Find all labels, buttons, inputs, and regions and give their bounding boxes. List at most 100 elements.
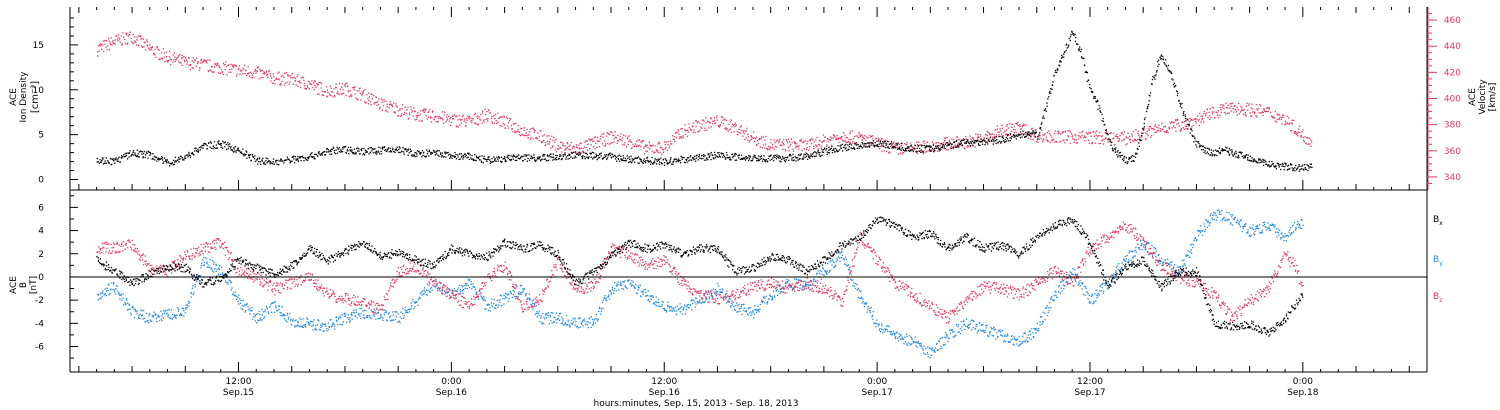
density-point	[1024, 136, 1026, 139]
velocity-point	[343, 92, 345, 95]
density-point	[854, 143, 856, 145]
density-point	[464, 156, 466, 158]
density-point	[254, 155, 256, 157]
velocity-point	[490, 117, 492, 120]
by-point	[151, 320, 153, 322]
velocity-point	[1171, 127, 1173, 129]
by-point	[578, 318, 580, 320]
density-point	[597, 157, 599, 159]
velocity-point	[178, 55, 180, 57]
velocity-point	[620, 139, 622, 141]
density-point	[968, 142, 971, 145]
density-point	[989, 137, 991, 139]
density-point	[374, 148, 376, 150]
velocity-point	[1131, 133, 1133, 135]
density-point	[794, 156, 796, 158]
velocity-point	[756, 144, 758, 146]
density-point	[401, 150, 403, 152]
velocity-point	[121, 43, 123, 45]
density-point	[225, 143, 227, 146]
by-point	[467, 278, 470, 280]
density-point	[98, 162, 101, 165]
density-point	[345, 145, 347, 148]
density-point	[901, 142, 903, 145]
density-point	[992, 143, 994, 145]
density-point	[288, 158, 290, 160]
density-point	[352, 153, 354, 155]
velocity-point	[1084, 136, 1086, 138]
density-point	[421, 150, 424, 152]
by-point	[143, 317, 146, 319]
density-point	[631, 162, 633, 164]
density-point	[586, 153, 588, 156]
velocity-point	[493, 122, 495, 124]
by-point	[410, 308, 412, 310]
velocity-point	[1139, 136, 1141, 138]
velocity-point	[848, 138, 850, 140]
velocity-point	[625, 146, 628, 148]
density-point	[1282, 165, 1285, 168]
velocity-point	[1160, 130, 1162, 132]
velocity-point	[728, 129, 730, 131]
velocity-point	[1157, 130, 1159, 132]
velocity-point	[143, 46, 145, 48]
velocity-point	[466, 117, 468, 120]
density-point	[1017, 135, 1019, 137]
density-point	[656, 163, 658, 165]
velocity-point	[280, 83, 282, 85]
by-point	[353, 309, 355, 311]
velocity-point	[947, 149, 949, 151]
velocity-point	[944, 139, 946, 141]
velocity-point	[582, 151, 585, 153]
density-point	[553, 158, 555, 160]
velocity-point	[376, 101, 378, 103]
density-point	[1179, 103, 1182, 105]
density-point	[735, 152, 737, 155]
velocity-point	[214, 66, 216, 68]
density-point	[525, 155, 527, 157]
velocity-point	[509, 120, 511, 122]
velocity-point	[507, 127, 510, 129]
density-point	[396, 149, 398, 152]
velocity-point	[497, 112, 499, 114]
density-point	[649, 160, 651, 163]
velocity-point	[294, 77, 297, 80]
velocity-point	[1193, 118, 1195, 120]
velocity-point	[893, 141, 895, 143]
density-point	[625, 159, 627, 161]
velocity-point	[667, 140, 669, 143]
velocity-point	[589, 139, 591, 142]
density-point	[1249, 155, 1251, 157]
by-point	[515, 287, 517, 289]
by-point	[419, 292, 422, 295]
velocity-point	[308, 81, 310, 83]
density-point	[555, 159, 557, 161]
density-point	[1074, 40, 1077, 42]
density-point	[1184, 117, 1187, 120]
density-point	[257, 158, 259, 160]
density-point	[403, 153, 405, 155]
density-point	[378, 151, 380, 153]
density-point	[629, 158, 631, 160]
by-point	[351, 314, 353, 316]
density-point	[1142, 129, 1144, 131]
by-point	[491, 298, 493, 300]
density-point	[269, 160, 272, 163]
velocity-point	[1114, 144, 1116, 146]
density-point	[408, 152, 410, 154]
velocity-point	[584, 146, 586, 148]
velocity-point	[314, 85, 316, 87]
velocity-point	[700, 126, 702, 128]
velocity-point	[1307, 137, 1309, 139]
density-point	[1195, 144, 1197, 146]
density-point	[1247, 159, 1249, 161]
by-point	[137, 316, 140, 318]
by-point	[124, 301, 126, 304]
velocity-point	[521, 133, 523, 135]
by-point	[575, 321, 577, 323]
by-point	[575, 326, 578, 328]
by-point	[355, 311, 357, 313]
by-point	[383, 314, 385, 316]
velocity-point	[1302, 136, 1304, 139]
velocity-point	[1211, 111, 1213, 113]
